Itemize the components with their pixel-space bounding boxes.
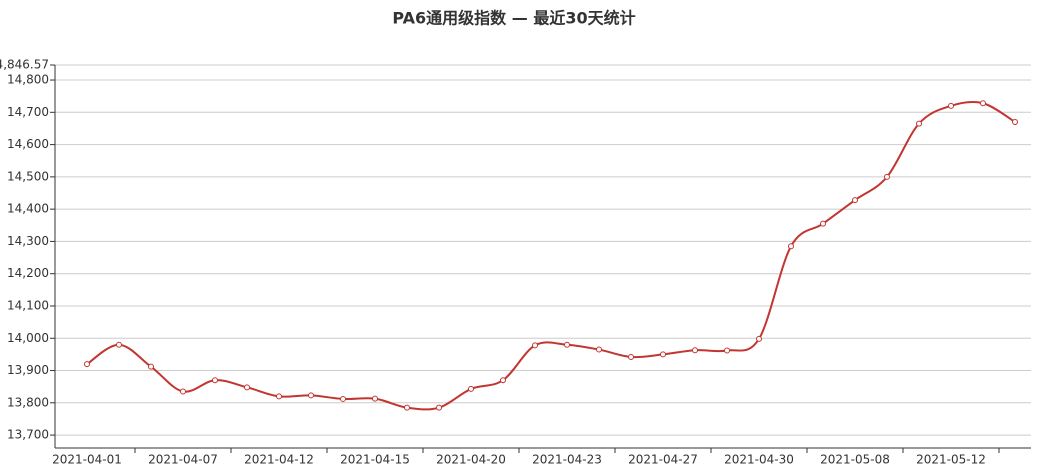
x-tick-label: 2021-04-23 [532, 453, 602, 467]
point [404, 404, 410, 411]
y-tick-label: 14,200 [7, 266, 49, 280]
y-tick-label: 14,500 [7, 169, 49, 183]
x-tick-label: 2021-04-30 [724, 453, 794, 467]
line [86, 101, 1016, 411]
x-tick-label: 2021-04-12 [244, 453, 314, 467]
x-tick-label: 2021-04-20 [436, 453, 506, 467]
point [628, 353, 634, 360]
point [84, 361, 90, 368]
point [948, 102, 954, 109]
point [212, 377, 218, 384]
point [884, 173, 890, 180]
point [564, 341, 570, 348]
point [916, 120, 922, 127]
y-tick-label: 14,000 [7, 331, 49, 345]
point [532, 342, 538, 349]
point [1012, 118, 1018, 125]
y-tick-label: 14,400 [7, 202, 49, 216]
x-tick-label: 2021-04-15 [340, 453, 410, 467]
point [340, 395, 346, 402]
x-tick-label: 2021-04-07 [148, 453, 218, 467]
point [276, 393, 282, 400]
x-tick-label: 2021-05-08 [820, 453, 890, 467]
y-tick-label: 13,700 [7, 428, 49, 442]
x-tick-label: 2021-04-01 [52, 453, 122, 467]
point [980, 100, 986, 107]
point [724, 347, 730, 354]
point [660, 351, 666, 358]
point [180, 388, 186, 395]
y-tick-label: 13,800 [7, 395, 49, 409]
chart-title: PA6通用级指数 — 最近30天统计 [392, 9, 635, 28]
point [436, 404, 442, 411]
y-tick-label: 14,600 [7, 137, 49, 151]
y-tick-label: 14,800 [7, 73, 49, 87]
point [500, 377, 506, 384]
point [372, 395, 378, 402]
y-tick-label: 14,700 [7, 105, 49, 119]
point [788, 243, 794, 250]
point [756, 335, 762, 342]
x-tick-label: 2021-05-12 [916, 453, 986, 467]
point [116, 341, 122, 348]
y-tick-label: 14,300 [7, 234, 49, 248]
point [244, 384, 250, 391]
point [468, 385, 474, 392]
point [692, 347, 698, 354]
point [596, 346, 602, 353]
point [148, 363, 154, 370]
point [820, 220, 826, 227]
point [308, 392, 314, 399]
y-tick-label: 13,900 [7, 363, 49, 377]
y-tick-label: 14,846.57 [0, 58, 49, 72]
y-tick-label: 14,100 [7, 298, 49, 312]
x-tick-label: 2021-04-27 [628, 453, 698, 467]
point [852, 197, 858, 204]
